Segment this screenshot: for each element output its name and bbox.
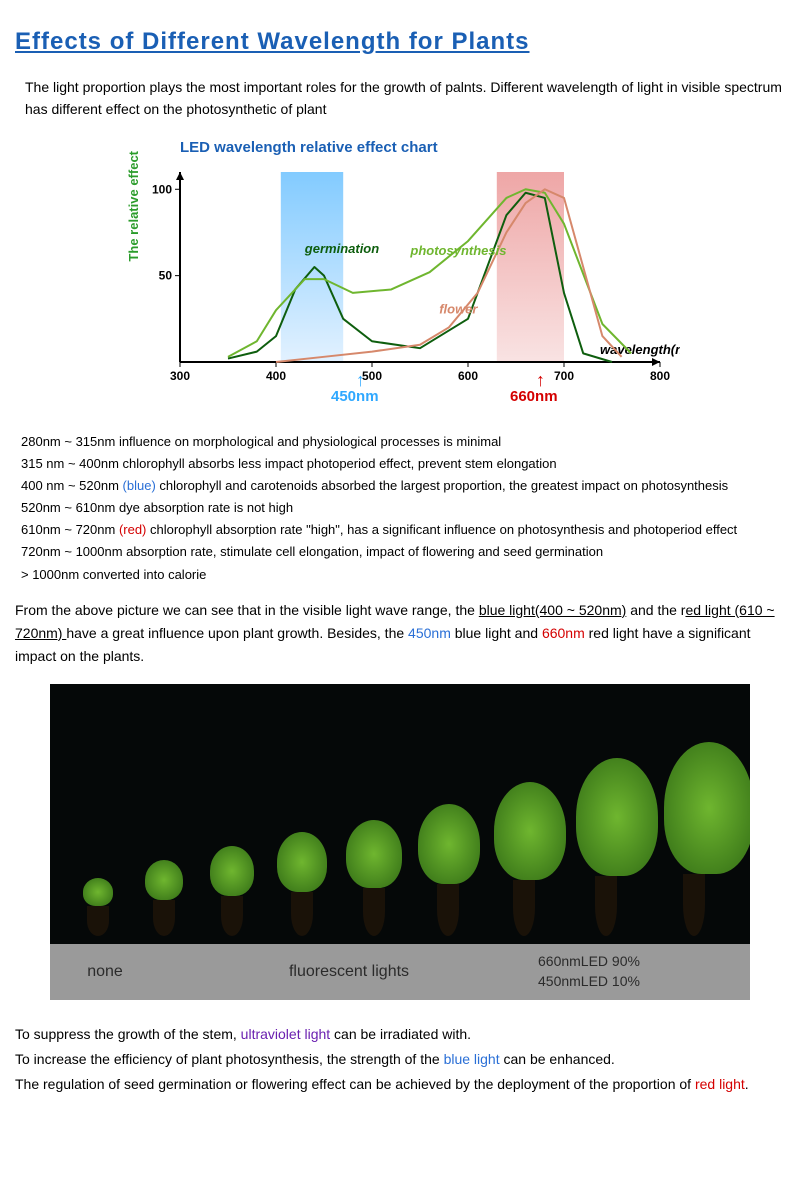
plant-icon [272, 832, 332, 936]
blue-light-range: blue light(400 ~ 520nm) [479, 602, 627, 618]
svg-text:700: 700 [554, 369, 574, 383]
tip-blue-light: To increase the efficiency of plant phot… [15, 1047, 785, 1072]
svg-text:500: 500 [362, 369, 382, 383]
svg-text:400: 400 [266, 369, 286, 383]
chart-svg: 300 400 500 600 700 800 50 100 wavelength(nm) ger… [120, 162, 680, 392]
svg-text:300: 300 [170, 369, 190, 383]
page-title: Effects of Different Wavelength for Plan… [15, 28, 785, 56]
svg-text:50: 50 [159, 268, 173, 282]
intro-paragraph: The light proportion plays the most impo… [25, 76, 785, 121]
plant-icon [576, 758, 636, 936]
svg-text:germination: germination [304, 241, 379, 256]
svg-text:100: 100 [152, 182, 172, 196]
tip-ultraviolet: To suppress the growth of the stem, ultr… [15, 1022, 785, 1047]
label-none: none [50, 963, 160, 981]
tip-red-light: The regulation of seed germination or fl… [15, 1072, 785, 1097]
range-row: 280nm ~ 315nm influence on morphological… [21, 432, 785, 452]
wavelength-range-list: 280nm ~ 315nm influence on morphological… [21, 432, 785, 585]
svg-text:800: 800 [650, 369, 670, 383]
red-light-text: red light [695, 1076, 745, 1092]
plant-growth-figure: none fluorescent lights 660nmLED 90% 450… [50, 684, 750, 1000]
annotation-450nm: 450nm [331, 388, 379, 405]
plant-icon [202, 846, 262, 936]
blue-light-text: blue light [444, 1051, 500, 1067]
tips-section: To suppress the growth of the stem, ultr… [15, 1022, 785, 1098]
chart-title: LED wavelength relative effect chart [180, 139, 680, 156]
svg-text:flower: flower [439, 301, 478, 316]
annotation-660nm: 660nm [510, 388, 558, 405]
svg-text:600: 600 [458, 369, 478, 383]
red-660nm: 660nm [542, 625, 585, 641]
plant-growth-image [50, 684, 750, 944]
plant-icon [418, 804, 478, 936]
plant-icon [68, 878, 128, 936]
plant-label-bar: none fluorescent lights 660nmLED 90% 450… [50, 944, 750, 1000]
range-row: 610nm ~ 720nm (red) chlorophyll absorpti… [21, 520, 785, 540]
wavelength-chart: LED wavelength relative effect chart The… [120, 139, 680, 424]
label-led: 660nmLED 90% 450nmLED 10% [538, 952, 750, 991]
label-fluorescent: fluorescent lights [160, 963, 538, 981]
plant-icon [494, 782, 554, 936]
range-row: > 1000nm converted into calorie [21, 565, 785, 585]
range-row: 400 nm ~ 520nm (blue) chlorophyll and ca… [21, 476, 785, 496]
chart-y-axis-label: The relative effect [126, 151, 141, 262]
range-row: 720nm ~ 1000nm absorption rate, stimulat… [21, 542, 785, 562]
plant-icon [664, 742, 724, 936]
plant-icon [344, 820, 404, 936]
ultraviolet-text: ultraviolet light [241, 1026, 331, 1042]
svg-text:photosynthesis: photosynthesis [409, 243, 506, 258]
range-row: 520nm ~ 610nm dye absorption rate is not… [21, 498, 785, 518]
plant-icon [134, 860, 194, 936]
svg-text:wavelength(nm): wavelength(nm) [600, 342, 680, 357]
summary-paragraph: From the above picture we can see that i… [15, 599, 785, 668]
blue-450nm: 450nm [408, 625, 451, 641]
range-row: 315 nm ~ 400nm chlorophyll absorbs less … [21, 454, 785, 474]
